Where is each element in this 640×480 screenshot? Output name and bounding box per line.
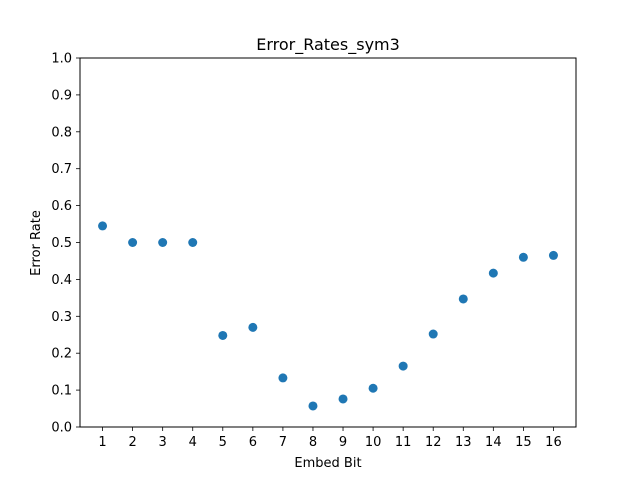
x-axis-label: Embed Bit: [294, 456, 361, 471]
y-tick-label: 0.6: [51, 199, 72, 214]
y-tick-label: 0.5: [51, 236, 72, 251]
x-tick-label: 4: [189, 435, 197, 450]
data-point: [218, 331, 227, 340]
x-tick-label: 6: [249, 435, 257, 450]
x-tick-label: 11: [395, 435, 412, 450]
y-axis: 0.0 0.1 0.2 0.3 0.4 0.5 0.6 0.7 0.8 0.9 1.0: [51, 52, 80, 436]
data-point: [188, 238, 197, 247]
plot-area-frame: [80, 58, 576, 427]
data-point: [339, 394, 348, 403]
x-tick-label: 10: [365, 435, 382, 450]
y-tick-label: 0.4: [51, 273, 72, 288]
y-tick-label: 0.9: [51, 88, 72, 103]
y-tick-label: 0.1: [51, 384, 72, 399]
x-tick-label: 13: [455, 435, 472, 450]
x-tick-label: 2: [128, 435, 136, 450]
data-points: [98, 221, 558, 410]
y-tick-label: 0.0: [51, 421, 72, 436]
y-tick-label: 0.8: [51, 125, 72, 140]
x-tick-label: 7: [279, 435, 287, 450]
data-point: [98, 221, 107, 230]
y-axis-label: Error Rate: [29, 210, 44, 276]
x-tick-label: 3: [159, 435, 167, 450]
x-tick-label: 9: [339, 435, 347, 450]
data-point: [489, 269, 498, 278]
x-tick-label: 12: [425, 435, 442, 450]
x-tick-label: 15: [515, 435, 532, 450]
y-tick-label: 0.3: [51, 310, 72, 325]
data-point: [158, 238, 167, 247]
data-point: [128, 238, 137, 247]
y-tick-label: 1.0: [51, 52, 72, 67]
y-tick-label: 0.7: [51, 162, 72, 177]
data-point: [278, 373, 287, 382]
x-tick-label: 1: [98, 435, 106, 450]
data-point: [369, 384, 378, 393]
y-tick-label: 0.2: [51, 347, 72, 362]
data-point: [248, 323, 257, 332]
data-point: [459, 294, 468, 303]
x-tick-label: 8: [309, 435, 317, 450]
x-tick-label: 16: [545, 435, 562, 450]
data-point: [308, 401, 317, 410]
data-point: [549, 251, 558, 260]
data-point: [399, 362, 408, 371]
x-axis: 1 2 3 4 5 6 7 8 9 10 11 12 13 14 15 16: [98, 427, 561, 450]
chart-title: Error_Rates_sym3: [256, 35, 400, 55]
x-tick-label: 5: [219, 435, 227, 450]
data-point: [429, 330, 438, 339]
x-tick-label: 14: [485, 435, 502, 450]
data-point: [519, 253, 528, 262]
